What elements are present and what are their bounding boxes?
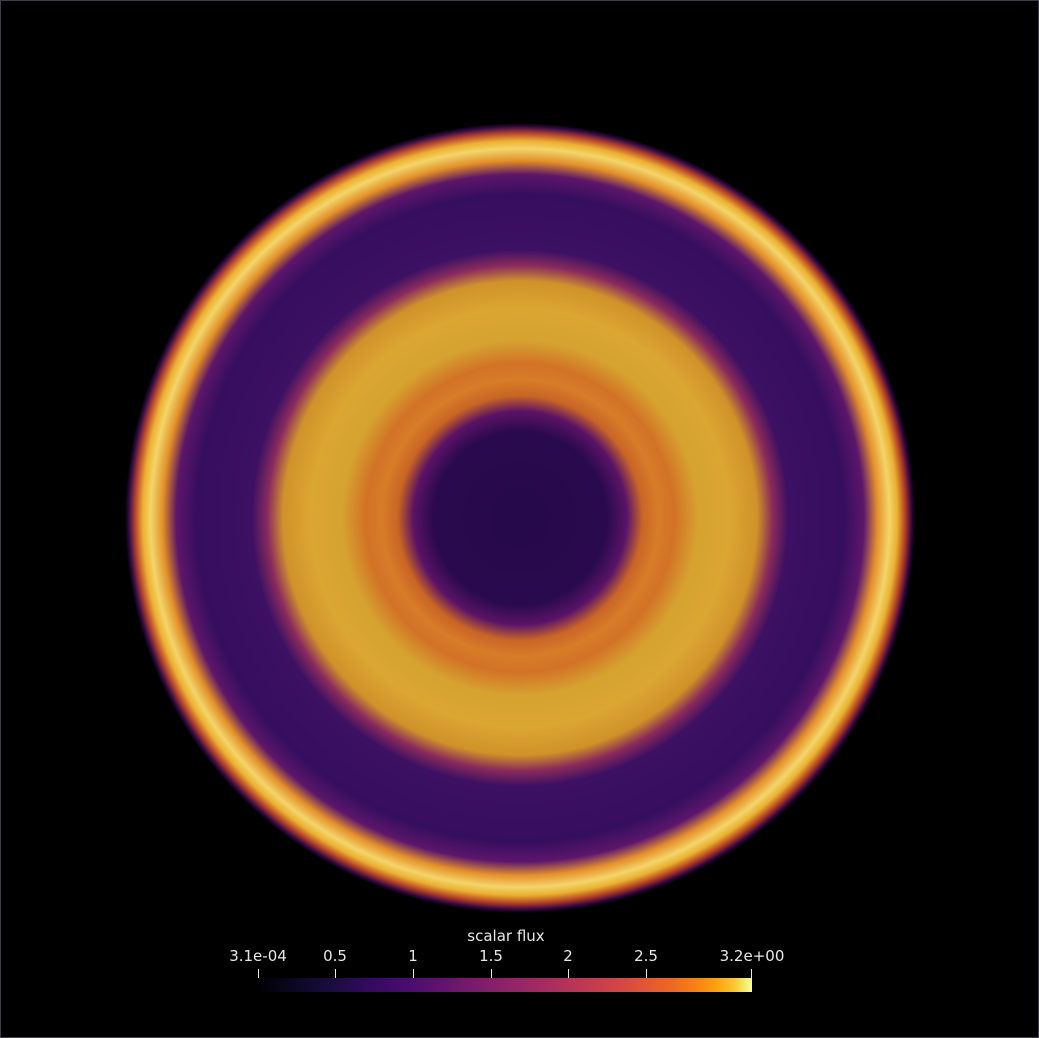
colorbar-title: scalar flux <box>467 927 545 945</box>
colorbar-gradient <box>258 978 752 992</box>
colorbar-tick-mark <box>491 969 492 979</box>
colorbar-tick-mark <box>413 969 414 979</box>
colorbar-tick-mark <box>258 969 259 979</box>
flux-disc <box>125 123 915 913</box>
colorbar-tick-mark <box>335 969 336 979</box>
colorbar-tick-label: 0.5 <box>323 947 347 965</box>
colorbar-tick-label: 3.2e+00 <box>719 947 785 965</box>
colorbar-tick-label: 1 <box>408 947 418 965</box>
colorbar-tick-mark <box>646 969 647 979</box>
colorbar-tick-mark <box>568 969 569 979</box>
colorbar-tick-label: 2.5 <box>634 947 658 965</box>
colorbar-tick-label: 1.5 <box>479 947 503 965</box>
colorbar-tick-label: 2 <box>563 947 573 965</box>
colorbar-tick-label: 3.1e-04 <box>229 947 287 965</box>
colorbar-tick-mark <box>751 969 752 979</box>
